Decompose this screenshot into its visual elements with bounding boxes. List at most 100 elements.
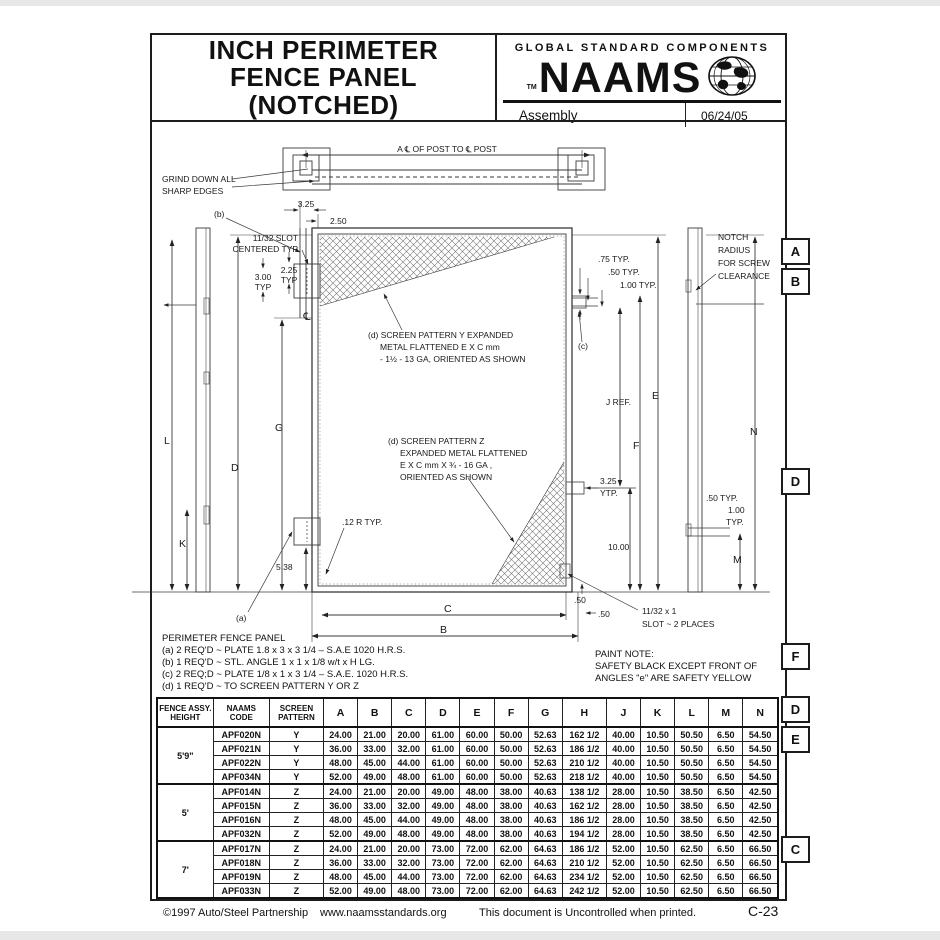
header-subrow: Assembly 06/24/05 (503, 103, 781, 127)
screen-pattern-cell: Z (268, 869, 325, 884)
column-header-dim: M (708, 697, 744, 728)
dimension-cell: 52.00 (323, 883, 359, 899)
footer-page-number: C-23 (748, 903, 779, 919)
revision-date: 06/24/05 (701, 109, 748, 123)
dimension-cell: 162 1/2 (561, 798, 607, 813)
naams-code-cell: APF020N (212, 726, 270, 742)
dimension-cell: 210 1/2 (561, 755, 607, 770)
dimension-cell: 38.50 (674, 812, 710, 827)
zone-box-e: E (781, 726, 810, 753)
dimension-cell: 49.00 (425, 812, 461, 827)
dimension-cell: 10.50 (640, 883, 676, 899)
zone-box-d: D (781, 468, 810, 495)
dimension-cell: 60.00 (459, 726, 495, 742)
dimension-cell: 242 1/2 (561, 883, 607, 899)
dimension-cell: 52.00 (605, 869, 642, 884)
dimension-cell: 48.00 (323, 869, 359, 884)
fence-height-cell: 7' (156, 840, 214, 899)
screen-pattern-cell: Z (268, 798, 325, 813)
screen-pattern-cell: Z (268, 840, 325, 856)
dimension-cell: 62.00 (493, 883, 529, 899)
dimension-cell: 62.50 (674, 855, 710, 870)
dimension-cell: 42.50 (742, 812, 779, 827)
brand-logo-row: TM NAAMS (499, 55, 785, 100)
dimension-cell: 138 1/2 (561, 783, 607, 799)
fence-height-cell: 5'9" (156, 726, 214, 785)
screen-pattern-cell: Y (268, 755, 325, 770)
screen-pattern-cell: Y (268, 769, 325, 785)
dimension-cell: 186 1/2 (561, 812, 607, 827)
dimension-cell: 73.00 (425, 869, 461, 884)
dimension-cell: 6.50 (708, 883, 744, 899)
dimension-cell: 6.50 (708, 812, 744, 827)
dimension-cell: 49.00 (425, 783, 461, 799)
dimension-cell: 48.00 (459, 783, 495, 799)
zone-box-f: F (781, 643, 810, 670)
dimension-cell: 48.00 (459, 812, 495, 827)
label-dim-300: 3.00 (255, 272, 272, 282)
dimension-cell: 66.50 (742, 855, 779, 870)
dimension-cell: 54.50 (742, 726, 779, 742)
dimension-cell: 194 1/2 (561, 826, 607, 842)
dimension-cell: 54.50 (742, 769, 779, 785)
dimension-cell: 50.50 (674, 741, 710, 756)
label-dim-50b: .50 (598, 609, 610, 619)
dimension-cell: 52.00 (605, 883, 642, 899)
dimension-cell: 40.63 (527, 783, 563, 799)
dimension-cell: 62.50 (674, 840, 710, 856)
dimension-cell: 48.00 (459, 826, 495, 842)
dimension-cell: 66.50 (742, 840, 779, 856)
table-row: APF016N Z 48.00 45.00 44.00 49.00 48.00 38.00 40… (157, 812, 779, 827)
naams-code-cell: APF032N (212, 826, 270, 842)
dimension-cell: 48.00 (391, 769, 427, 785)
dimension-cell: 61.00 (425, 741, 461, 756)
label-slot2-1: 11/32 x 1 (642, 606, 677, 616)
table-row: APF034N Y 52.00 49.00 48.00 61.00 60.00 50.00 52… (157, 769, 779, 785)
label-dim-1000: 10.00 (608, 542, 630, 552)
dimension-cell: 50.50 (674, 755, 710, 770)
scan-edge-top (0, 0, 940, 6)
naams-code-cell: APF019N (212, 869, 270, 884)
dimension-cell: 64.63 (527, 869, 563, 884)
dimension-cell: 28.00 (605, 783, 642, 799)
dimension-cell: 72.00 (459, 855, 495, 870)
dimension-cell: 218 1/2 (561, 769, 607, 785)
dimension-cell: 38.00 (493, 798, 529, 813)
label-dim-100typ: 1.00 TYP. (620, 280, 657, 290)
dimension-cell: 44.00 (391, 755, 427, 770)
dimension-cell: 73.00 (425, 840, 461, 856)
dimension-cell: 40.00 (605, 741, 642, 756)
dimension-cell: 52.63 (527, 726, 563, 742)
table-row: 7' APF017N Z 24.00 21.00 20.00 73.00 72.00 62.00… (156, 840, 779, 899)
dimension-cell: 20.00 (391, 726, 427, 742)
paint-note-title: PAINT NOTE: (595, 649, 654, 660)
globe-icon (708, 56, 757, 96)
dimension-cell: 6.50 (708, 869, 744, 884)
dimension-cell: 24.00 (323, 783, 359, 799)
table-row: APF022N Y 48.00 45.00 44.00 61.00 60.00 50.00 52… (157, 755, 779, 770)
label-ref-b: (b) (214, 209, 225, 219)
naams-code-cell: APF016N (212, 812, 270, 827)
label-notch-1: NOTCH (718, 232, 748, 242)
dimension-cell: 24.00 (323, 840, 359, 856)
label-dim-f: F (633, 440, 639, 452)
dimension-cell: 48.00 (459, 798, 495, 813)
dimension-cell: 54.50 (742, 741, 779, 756)
dimension-cell: 40.63 (527, 812, 563, 827)
dimension-cell: 50.00 (493, 769, 529, 785)
label-dim-50typ: .50 TYP. (608, 267, 640, 277)
note-a: (a) 2 REQ'D ~ PLATE 1.8 x 3 x 3 1/4 – S.… (162, 645, 406, 656)
dimension-cell: 38.50 (674, 783, 710, 799)
dimension-cell: 40.00 (605, 769, 642, 785)
dimension-cell: 28.00 (605, 798, 642, 813)
dimension-cell: 38.00 (493, 783, 529, 799)
scan-edge-bottom (0, 931, 940, 940)
dimension-cell: 62.50 (674, 869, 710, 884)
table-row: APF019N Z 48.00 45.00 44.00 73.00 72.00 62.00 64… (157, 869, 779, 884)
dimension-cell: 62.00 (493, 869, 529, 884)
dimension-cell: 66.50 (742, 869, 779, 884)
dimension-cell: 40.00 (605, 755, 642, 770)
dimension-cell: 38.50 (674, 798, 710, 813)
dimension-cell: 49.00 (357, 883, 393, 899)
dimension-cell: 24.00 (323, 726, 359, 742)
